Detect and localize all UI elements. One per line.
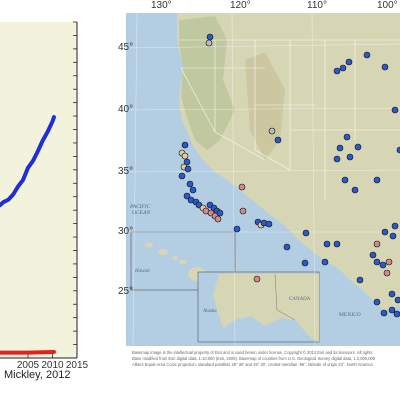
site-marker-blue (396, 146, 400, 154)
site-marker-blue (333, 155, 341, 163)
lon-label-110: 110° (307, 0, 327, 11)
site-marker-blue (265, 220, 273, 228)
series-lines (0, 115, 56, 355)
site-marker-pink (239, 207, 247, 215)
site-marker-blue (206, 33, 214, 41)
site-marker-blue (381, 228, 389, 236)
x-axis-ticks: 2005 2010 2015 (17, 354, 89, 371)
site-marker-blue (341, 176, 349, 184)
canada-label: CANADA (289, 297, 311, 302)
site-marker-blue (274, 136, 282, 144)
site-marker-blue (379, 261, 387, 269)
map-caption-line-1: Basemap image is the intellectual proper… (132, 350, 373, 355)
alaska-label: Alaska (202, 309, 217, 314)
site-marker-blue (336, 144, 344, 152)
site-marker-blue (283, 243, 291, 251)
site-marker-blue (381, 63, 389, 71)
credit-text: Mickley, 2012 (4, 369, 71, 381)
site-marker-blue (389, 232, 397, 240)
site-marker-blue (186, 180, 194, 188)
series-line-1 (0, 115, 56, 208)
site-marker-pink (214, 215, 222, 223)
lat-label-30: 30° (118, 226, 133, 237)
mexico-label: MEXICO (339, 312, 361, 318)
site-marker-blue (391, 222, 399, 230)
x-tick-label: 2010 (41, 360, 64, 371)
site-marker-blue (323, 240, 331, 248)
ocean-label-1: PACIFIC (129, 204, 151, 210)
forest-region (179, 16, 235, 150)
map-svg: 130° 120° 110° 100° 45° 40° 35° 30° 25° … (115, 0, 400, 372)
site-marker-blue (181, 141, 189, 149)
lon-label-120: 120° (230, 0, 251, 11)
site-marker-blue (343, 133, 351, 141)
site-marker-blue (373, 176, 381, 184)
site-marker-blue (333, 240, 341, 248)
lat-label-35: 35° (118, 166, 133, 177)
site-marker-blue (302, 229, 310, 237)
ocean-label-2: OCEAN (132, 210, 150, 216)
hawaii-label: Hawaii (134, 269, 150, 274)
site-marker-blue (346, 153, 354, 161)
site-marker-blue (373, 258, 381, 266)
site-marker-gray (205, 39, 213, 47)
map-caption-line-3: Albers Equal-Area Conic projection, stan… (132, 362, 373, 367)
line-chart: 2005 2010 2015 (0, 21, 89, 371)
longitude-labels: 130° 120° 110° 100° (151, 0, 398, 11)
lat-label-45: 45° (118, 42, 133, 53)
site-marker-blue (183, 158, 191, 166)
site-marker-tan (181, 152, 189, 160)
map-caption-line-2: Base modified from Esri digital data, 1:… (132, 356, 376, 361)
site-marker-blue (345, 58, 353, 66)
lat-label-25: 25° (118, 286, 133, 297)
site-marker-gray (268, 127, 276, 135)
latitude-labels: 45° 40° 35° 30° 25° (118, 42, 133, 297)
site-marker-blue (321, 258, 329, 266)
site-marker-pink (385, 258, 393, 266)
site-marker-blue (333, 67, 341, 75)
site-marker-blue (354, 143, 362, 151)
alaska-land (213, 274, 319, 342)
site-marker-blue (301, 259, 309, 267)
site-marker-blue (351, 186, 359, 194)
site-marker-blue (391, 106, 399, 114)
site-marker-blue (363, 51, 371, 59)
site-marker-pink (373, 240, 381, 248)
site-marker-pink (383, 269, 391, 277)
site-marker-blue (216, 209, 224, 217)
site-markers (178, 33, 400, 318)
site-marker-blue (373, 298, 381, 306)
lon-label-130: 130° (151, 0, 172, 11)
site-marker-blue (388, 306, 396, 314)
site-marker-blue (178, 172, 186, 180)
state-borders (179, 39, 400, 200)
alaska-canada-border (274, 273, 296, 321)
site-marker-blue (183, 192, 191, 200)
site-marker-blue (388, 290, 396, 298)
site-marker-blue (233, 225, 241, 233)
x-tick-label: 2005 (17, 360, 40, 371)
series-line-2 (0, 349, 56, 355)
site-marker-pink (253, 275, 261, 283)
lon-label-100: 100° (377, 0, 398, 11)
lat-label-40: 40° (118, 104, 133, 115)
site-marker-blue (393, 310, 400, 318)
site-marker-blue (369, 251, 377, 259)
site-marker-pink (238, 183, 246, 191)
plot-background (0, 22, 77, 358)
site-marker-blue (380, 309, 388, 317)
site-marker-blue (339, 64, 347, 72)
graticule (125, 12, 400, 347)
site-marker-blue (356, 276, 364, 284)
x-tick-label: 2015 (66, 360, 89, 371)
site-marker-blue (184, 165, 192, 173)
site-marker-blue (189, 186, 197, 194)
right-axis-ticks (73, 21, 77, 359)
site-marker-blue (394, 296, 400, 304)
site-map: 130° 120° 110° 100° 45° 40° 35° 30° 25° … (115, 0, 400, 372)
